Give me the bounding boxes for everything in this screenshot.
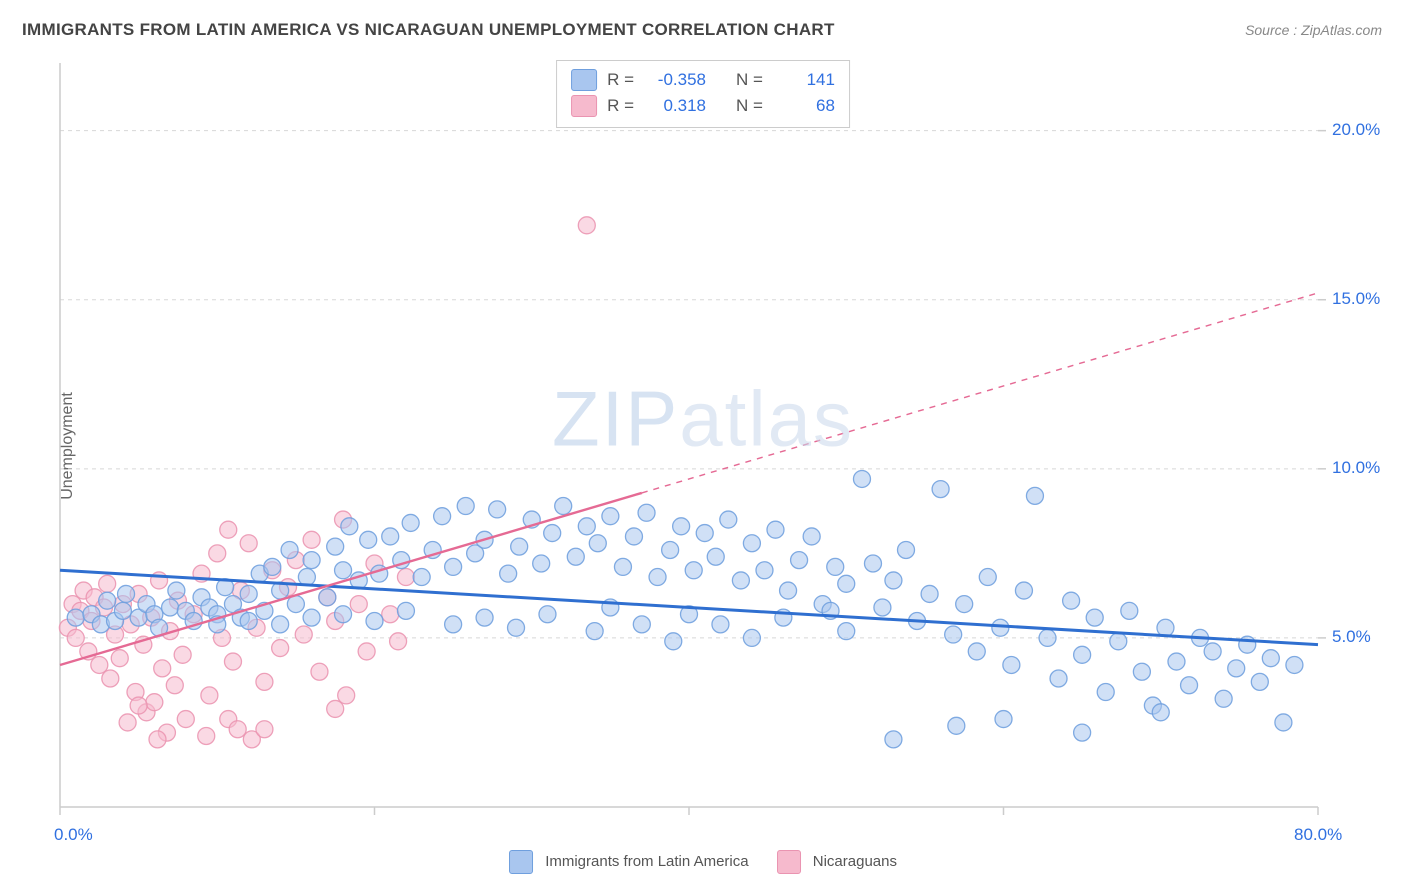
r-value: 0.318 bbox=[644, 93, 706, 119]
r-label: R = bbox=[607, 67, 634, 93]
plot-area bbox=[48, 55, 1388, 855]
r-value: -0.358 bbox=[644, 67, 706, 93]
legend-label: Immigrants from Latin America bbox=[545, 853, 748, 870]
y-tick-label: 10.0% bbox=[1332, 458, 1380, 478]
legend-bottom: Immigrants from Latin America Nicaraguan… bbox=[509, 850, 897, 874]
chart-source: Source : ZipAtlas.com bbox=[1245, 22, 1382, 38]
legend-label: Nicaraguans bbox=[813, 853, 897, 870]
chart-title: IMMIGRANTS FROM LATIN AMERICA VS NICARAG… bbox=[22, 20, 835, 40]
legend-item: Immigrants from Latin America bbox=[509, 850, 749, 874]
swatch-icon bbox=[571, 69, 597, 91]
n-label: N = bbox=[736, 93, 763, 119]
swatch-icon bbox=[777, 850, 801, 874]
n-label: N = bbox=[736, 67, 763, 93]
scatter-chart bbox=[48, 55, 1388, 855]
n-value: 68 bbox=[773, 93, 835, 119]
r-label: R = bbox=[607, 93, 634, 119]
swatch-icon bbox=[571, 95, 597, 117]
correlation-row: R = -0.358 N = 141 bbox=[571, 67, 835, 93]
swatch-icon bbox=[509, 850, 533, 874]
correlation-legend: R = -0.358 N = 141 R = 0.318 N = 68 bbox=[556, 60, 850, 128]
y-tick-label: 5.0% bbox=[1332, 627, 1371, 647]
y-tick-label: 15.0% bbox=[1332, 289, 1380, 309]
legend-item: Nicaraguans bbox=[777, 850, 897, 874]
n-value: 141 bbox=[773, 67, 835, 93]
y-tick-label: 20.0% bbox=[1332, 120, 1380, 140]
correlation-row: R = 0.318 N = 68 bbox=[571, 93, 835, 119]
x-tick-label: 80.0% bbox=[1294, 825, 1342, 845]
x-tick-label: 0.0% bbox=[54, 825, 93, 845]
